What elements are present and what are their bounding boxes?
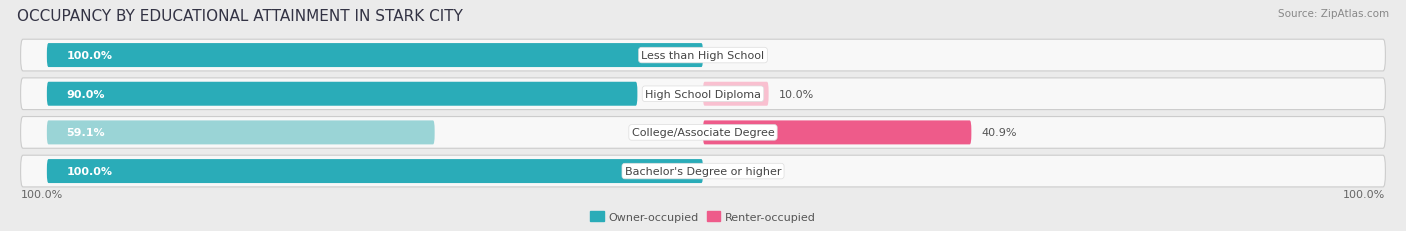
FancyBboxPatch shape: [703, 121, 972, 145]
FancyBboxPatch shape: [46, 121, 434, 145]
Text: 100.0%: 100.0%: [21, 189, 63, 199]
Text: 100.0%: 100.0%: [66, 51, 112, 61]
Text: 40.9%: 40.9%: [981, 128, 1017, 138]
Text: 59.1%: 59.1%: [66, 128, 105, 138]
Text: 100.0%: 100.0%: [66, 166, 112, 176]
Text: 90.0%: 90.0%: [66, 89, 105, 99]
Text: 0.0%: 0.0%: [713, 51, 741, 61]
FancyBboxPatch shape: [21, 155, 1385, 187]
Text: Source: ZipAtlas.com: Source: ZipAtlas.com: [1278, 9, 1389, 19]
FancyBboxPatch shape: [46, 44, 703, 68]
Text: 100.0%: 100.0%: [1343, 189, 1385, 199]
FancyBboxPatch shape: [46, 82, 637, 106]
Text: Bachelor's Degree or higher: Bachelor's Degree or higher: [624, 166, 782, 176]
FancyBboxPatch shape: [21, 117, 1385, 149]
Text: High School Diploma: High School Diploma: [645, 89, 761, 99]
Text: College/Associate Degree: College/Associate Degree: [631, 128, 775, 138]
Text: 10.0%: 10.0%: [779, 89, 814, 99]
FancyBboxPatch shape: [21, 40, 1385, 72]
FancyBboxPatch shape: [46, 159, 703, 183]
Text: OCCUPANCY BY EDUCATIONAL ATTAINMENT IN STARK CITY: OCCUPANCY BY EDUCATIONAL ATTAINMENT IN S…: [17, 9, 463, 24]
Text: 0.0%: 0.0%: [713, 166, 741, 176]
FancyBboxPatch shape: [21, 79, 1385, 110]
FancyBboxPatch shape: [703, 82, 769, 106]
Text: Less than High School: Less than High School: [641, 51, 765, 61]
Legend: Owner-occupied, Renter-occupied: Owner-occupied, Renter-occupied: [586, 207, 820, 226]
